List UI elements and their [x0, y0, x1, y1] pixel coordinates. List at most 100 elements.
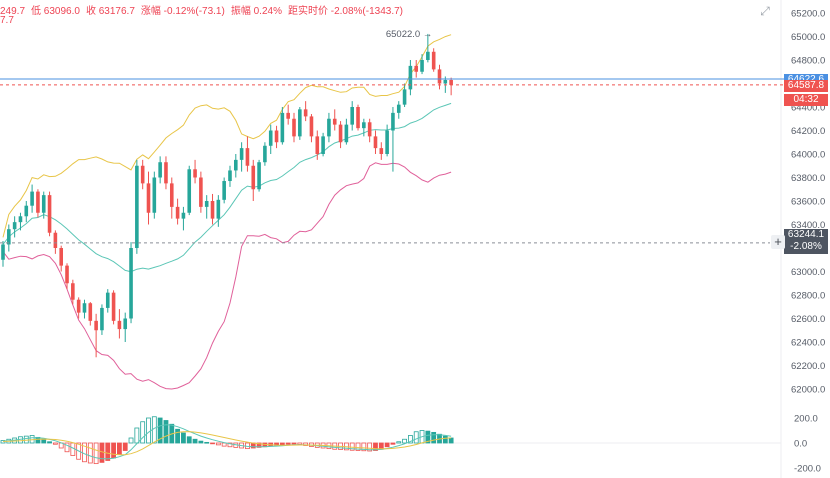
candle — [437, 64, 442, 90]
amplitude-value: 振幅 0.24% — [230, 6, 282, 17]
candle — [1, 240, 5, 267]
expand-icon[interactable]: ⤢ — [760, 4, 770, 18]
candle-body — [1, 244, 5, 260]
cursor-pct-tag: -2.08% — [784, 241, 828, 254]
macd-bar — [384, 442, 390, 448]
candle-body — [222, 181, 226, 200]
candle-body — [117, 320, 122, 330]
macd-bar — [256, 442, 262, 448]
change-value: 涨幅 -0.12%(-73.1) — [140, 6, 225, 17]
indicator-value: 7.7 — [0, 15, 14, 26]
price-tick-label: 64000.0 — [791, 150, 825, 161]
candle-body — [431, 51, 436, 70]
macd-bar — [407, 435, 413, 444]
candle-body — [245, 148, 250, 166]
candle — [268, 124, 273, 154]
candle — [82, 299, 87, 319]
macd-bar — [210, 442, 215, 445]
macd-bar — [23, 435, 29, 444]
macd-bar — [367, 442, 373, 452]
macd-bar — [413, 431, 419, 444]
candle-body — [356, 107, 360, 129]
candle-body — [193, 169, 197, 178]
candle-body — [105, 292, 110, 308]
candle — [105, 289, 110, 313]
candle-body — [309, 116, 314, 137]
macd-bar — [64, 442, 70, 453]
candle-body — [65, 265, 69, 284]
candle — [274, 125, 279, 149]
candle-body — [332, 118, 337, 125]
macd-bar — [402, 438, 407, 444]
candle-body — [367, 122, 372, 137]
candle — [420, 54, 424, 75]
candle — [391, 107, 395, 172]
candle — [379, 142, 384, 160]
candle-body — [303, 109, 308, 117]
candle-body — [338, 124, 343, 143]
candle — [286, 104, 290, 125]
candle-body — [123, 318, 128, 330]
middle-band-line — [2, 102, 452, 273]
macd-bar — [151, 416, 157, 444]
candle — [228, 165, 232, 187]
candle — [321, 132, 325, 157]
candle — [327, 112, 331, 143]
candle-body — [175, 206, 180, 219]
candle-body — [204, 201, 209, 207]
candle-body — [274, 130, 279, 143]
price-tick-label: 64400.0 — [791, 103, 825, 114]
candle — [210, 193, 215, 225]
candle-body — [76, 299, 81, 313]
lower-band-line — [2, 162, 452, 390]
macd-bar — [47, 441, 52, 444]
candle — [199, 171, 203, 213]
candle — [350, 101, 354, 131]
candle-body — [315, 136, 320, 154]
candle-body — [82, 303, 87, 313]
macd-bar — [111, 442, 116, 459]
candle — [315, 130, 320, 160]
candle — [36, 189, 40, 218]
candle — [193, 159, 197, 184]
candle — [12, 216, 17, 238]
candle — [59, 245, 63, 272]
price-tick-label: 63600.0 — [791, 197, 825, 208]
candle-body — [385, 130, 389, 154]
candle — [362, 118, 366, 137]
candle-body — [239, 148, 244, 160]
crosshair-plus-icon[interactable]: + — [771, 235, 785, 249]
candle-body — [280, 112, 285, 143]
macd-bar — [373, 442, 378, 451]
candle — [204, 195, 209, 219]
current-price-tag: 64587.8 — [784, 80, 828, 92]
candle — [152, 171, 157, 219]
macd-bar — [390, 442, 396, 445]
candle — [414, 60, 419, 78]
candle — [303, 101, 308, 122]
macd-bar — [431, 431, 437, 444]
candle — [76, 297, 81, 319]
candle — [18, 212, 23, 231]
macd-bar — [291, 442, 297, 445]
close-value: 收 63176.7 — [85, 6, 135, 17]
macd-bar — [87, 442, 93, 464]
price-tick-label: 64800.0 — [791, 56, 825, 67]
macd-bar — [425, 430, 431, 444]
price-tick-label: 62000.0 — [791, 385, 825, 396]
candle-body — [158, 162, 162, 178]
candle — [385, 124, 389, 157]
macd-bar — [41, 438, 47, 444]
candle — [169, 177, 174, 219]
macd-bar — [186, 436, 192, 444]
ohlc-header: 249.7 低 63096.0 收 63176.7 涨幅 -0.12%(-73.1) 振… — [0, 2, 409, 17]
macd-bar — [361, 442, 367, 452]
candle — [426, 33, 430, 63]
candle-body — [443, 79, 448, 84]
price-tick-label: 63000.0 — [791, 267, 825, 278]
candle-body — [286, 112, 290, 119]
macd-bar — [396, 441, 402, 444]
candle-body — [449, 79, 453, 85]
candle — [257, 159, 261, 192]
